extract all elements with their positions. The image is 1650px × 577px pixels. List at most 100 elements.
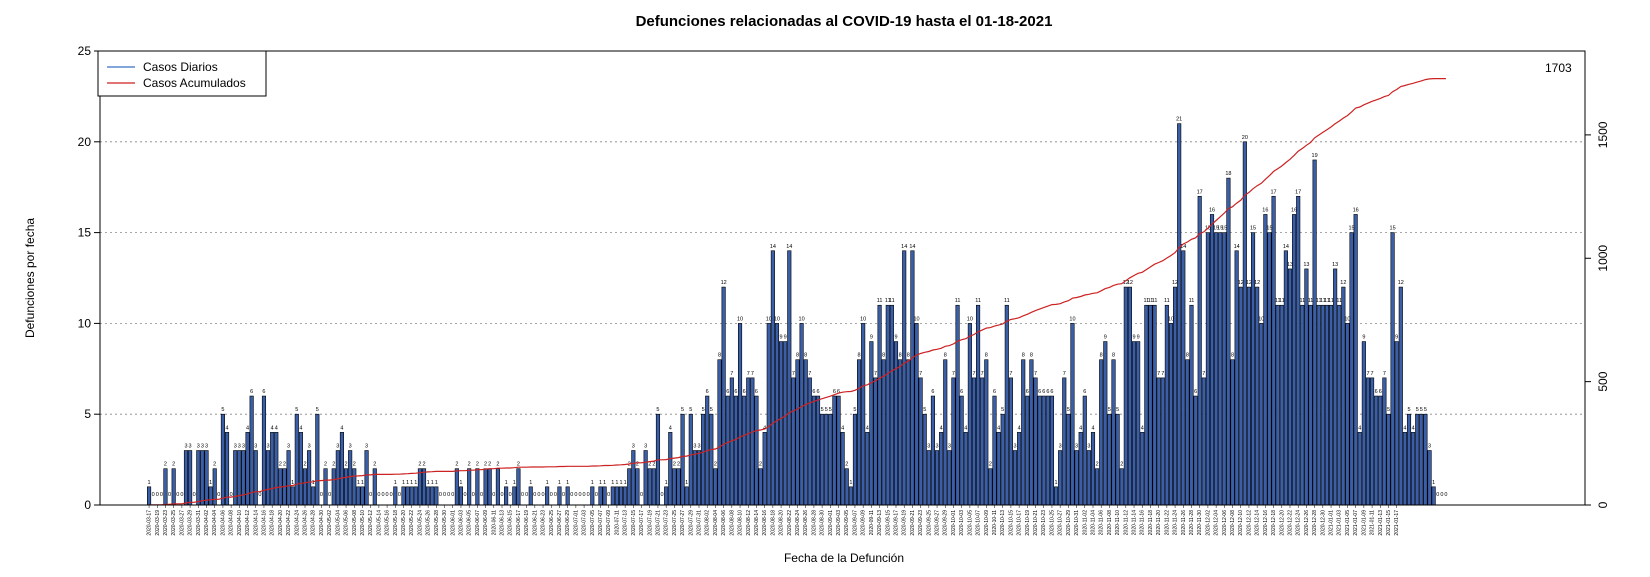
bar-value-label: 7 <box>1161 371 1164 377</box>
x-tick-label: 2020-08-02 <box>705 510 711 536</box>
bar-value-label: 11 <box>1164 298 1170 304</box>
bar <box>742 395 747 506</box>
x-tick-label: 2020-10-09 <box>984 510 990 536</box>
bar <box>311 486 316 506</box>
bar-value-label: 5 <box>821 407 824 413</box>
x-tick-label: 2020-10-01 <box>951 510 957 536</box>
chart-title: Defunciones relacionadas al COVID-19 has… <box>636 13 1053 30</box>
x-tick-label: 2020-06-11 <box>491 510 497 535</box>
bar-value-label: 5 <box>1407 407 1410 413</box>
bar-value-label: 4 <box>1079 425 1082 431</box>
bar <box>421 468 427 506</box>
bar-value-label: 1 <box>394 480 397 486</box>
x-tick-label: 2020-04-04 <box>212 510 218 536</box>
bar <box>848 486 853 506</box>
bar-value-label: 10 <box>1168 316 1174 322</box>
x-tick-label: 2020-04-02 <box>204 510 210 536</box>
bar-value-label: 2 <box>345 462 348 468</box>
bar <box>528 486 533 506</box>
bar <box>1259 323 1264 506</box>
bar-value-label: 6 <box>960 389 963 395</box>
x-tick-label: 2020-03-19 <box>155 510 161 536</box>
x-tick-label: 2020-06-23 <box>541 510 547 536</box>
bar <box>906 359 911 506</box>
bar-value-label: 0 <box>451 492 454 498</box>
bar-value-label: 5 <box>710 407 713 413</box>
bar <box>331 468 336 506</box>
x-tick-label: 2020-06-21 <box>532 510 538 536</box>
x-tick-label: 2020-08-06 <box>721 510 727 536</box>
bar <box>1078 432 1083 506</box>
bar-value-label: 0 <box>320 492 323 498</box>
bar-value-label: 9 <box>894 335 897 341</box>
x-tick-label: 2020-06-29 <box>565 510 571 536</box>
bar <box>1070 323 1075 506</box>
x-tick-label: 2020-11-04 <box>1090 510 1096 535</box>
x-tick-label: 2020-05-28 <box>434 510 440 536</box>
x-tick-label: 2021-01-07 <box>1353 510 1359 536</box>
bar-value-label: 7 <box>1383 371 1386 377</box>
bar-value-label: 7 <box>751 371 754 377</box>
bar <box>1431 486 1436 506</box>
bar-value-label: 11 <box>1279 298 1285 304</box>
bar-value-label: 14 <box>1180 244 1186 250</box>
bar-value-label: 1 <box>615 480 618 486</box>
bar-value-label: 0 <box>554 492 557 498</box>
bar-value-label: 11 <box>1148 298 1154 304</box>
bar <box>914 323 919 506</box>
bar-value-label: 5 <box>1424 407 1427 413</box>
y-axis-left: 0 5 10 15 20 25 <box>78 44 100 512</box>
bar-value-label: 0 <box>525 492 528 498</box>
bar <box>647 468 652 506</box>
bar-value-label: 10 <box>774 316 780 322</box>
bar-value-label: 0 <box>1444 492 1447 498</box>
bar <box>339 432 344 506</box>
x-tick-label: 2020-03-27 <box>179 510 185 536</box>
bar <box>996 432 1001 506</box>
bar <box>930 395 935 506</box>
bar-value-label: 21 <box>1176 117 1182 123</box>
bar <box>873 377 878 506</box>
x-tick-label: 2020-06-17 <box>516 510 522 536</box>
bar-value-label: 1 <box>665 480 668 486</box>
bar-value-label: 1 <box>505 480 508 486</box>
bar-value-label: 0 <box>369 492 372 498</box>
bar <box>1123 286 1128 506</box>
x-tick-label: 2020-05-08 <box>352 510 358 536</box>
bar-value-label: 3 <box>349 444 352 450</box>
x-tick-label: 2020-08-14 <box>754 510 760 536</box>
bar-value-label: 2 <box>422 462 425 468</box>
bar <box>237 450 242 506</box>
bar-value-label: 5 <box>1116 407 1119 413</box>
bar-value-label: 0 <box>230 492 233 498</box>
bar-value-label: 5 <box>689 407 692 413</box>
x-tick-label: 2020-07-17 <box>639 510 645 536</box>
bar <box>1419 413 1424 506</box>
bar <box>828 413 833 506</box>
bar <box>1103 341 1108 506</box>
bar <box>1086 450 1091 506</box>
x-tick-label: 2020-07-15 <box>631 510 637 536</box>
x-tick-label: 2020-05-30 <box>442 510 448 536</box>
bar-value-label: 7 <box>919 371 922 377</box>
bar-value-label: 2 <box>517 462 520 468</box>
bar-value-label: 19 <box>1312 153 1318 159</box>
x-tick-label: 2020-06-07 <box>475 510 481 536</box>
bar <box>417 468 422 506</box>
bar-value-label: 3 <box>238 444 241 450</box>
bar <box>1025 395 1030 506</box>
bar <box>1378 395 1383 506</box>
bar-value-label: 7 <box>1063 371 1066 377</box>
y-tick-label: 20 <box>78 135 92 149</box>
x-tick-label: 2020-04-26 <box>303 510 309 536</box>
bar <box>959 395 964 506</box>
bar <box>733 395 738 506</box>
bar <box>910 250 915 506</box>
bar <box>635 468 640 506</box>
x-tick-label: 2020-06-25 <box>549 510 555 536</box>
bar-value-label: 0 <box>443 492 446 498</box>
bar <box>668 432 673 506</box>
bar-value-label: 8 <box>796 353 799 359</box>
bar <box>902 250 907 506</box>
bar-value-label: 4 <box>271 425 274 431</box>
